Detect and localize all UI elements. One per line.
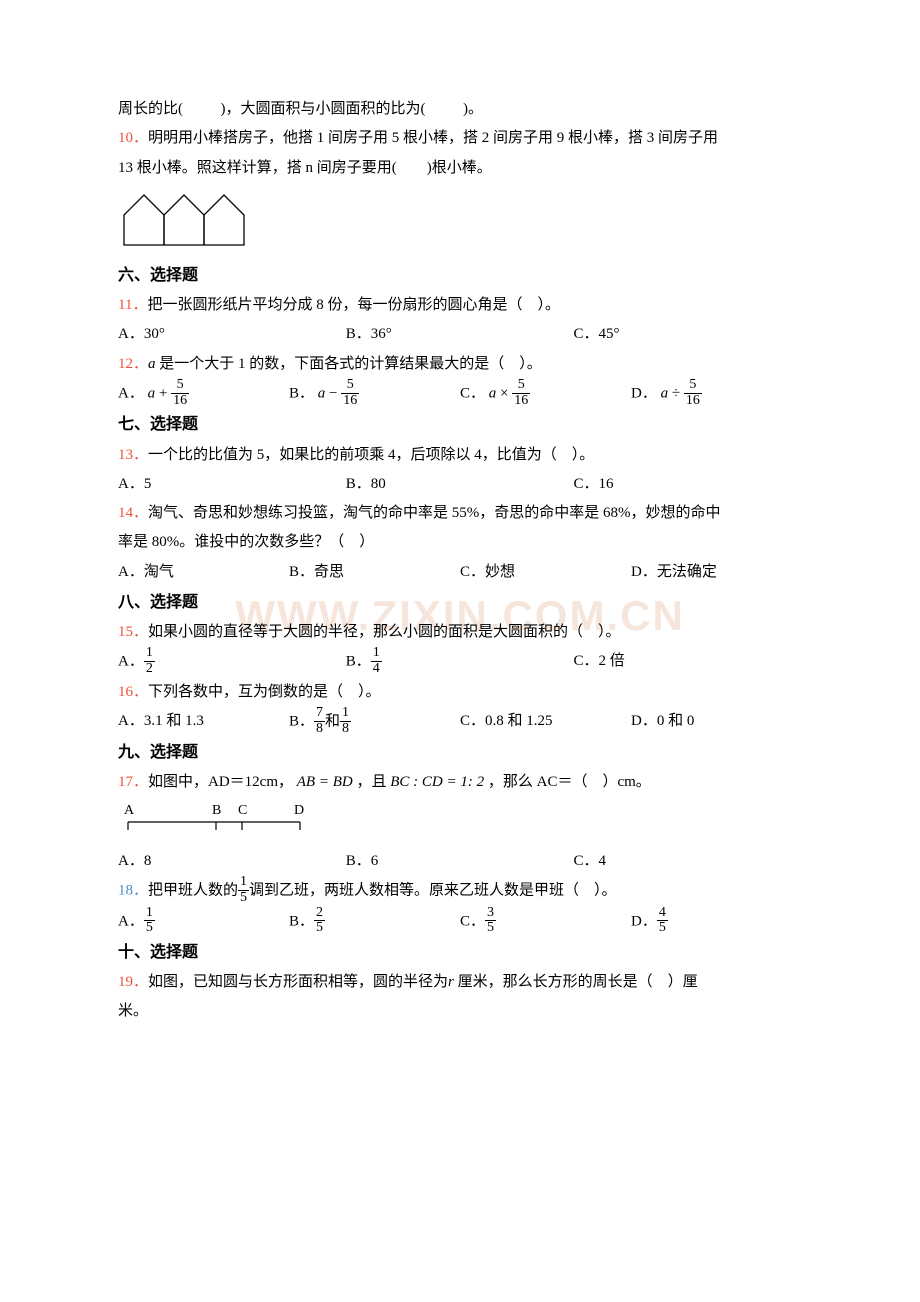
option-b: B．78和18 (289, 707, 460, 737)
q10-line2: 13 根小棒。照这样计算，搭 n 间房子要用( )根小棒。 (118, 154, 802, 183)
option-a: A．淘气 (118, 558, 289, 587)
q14-line1: 14．淘气、奇思和妙想练习投篮，淘气的命中率是 55%，奇思的命中率是 68%，… (118, 499, 802, 528)
svg-text:A: A (124, 803, 135, 818)
q19-line2: 米。 (118, 997, 802, 1026)
text: 13 根小棒。照这样计算，搭 n 间房子要用( (118, 160, 397, 176)
option-d: D． a ÷ 516 (631, 379, 802, 409)
option-b: B． a − 516 (289, 379, 460, 409)
option-c: C． a × 516 (460, 379, 631, 409)
house-diagram (118, 187, 258, 249)
option-c: C．35 (460, 907, 631, 937)
q-number: 17． (118, 774, 148, 790)
text: 如图中，AD＝12cm， (148, 774, 293, 790)
option-a: A．12 (118, 647, 346, 677)
fragment-line: 周长的比( )，大圆面积与小圆面积的比为( )。 (118, 95, 802, 124)
q-number: 19． (118, 974, 148, 990)
text: )根小棒。 (427, 160, 492, 176)
q12-options: A． a + 516 B． a − 516 C． a × 516 D． a ÷ … (118, 379, 802, 409)
text: )。 (463, 101, 483, 117)
q12-text: 12．a 是一个大于 1 的数，下面各式的计算结果最大的是（ ）。 (118, 350, 802, 379)
math-expr: BC : CD = 1: 2 (390, 774, 484, 790)
section-8-title: 八、选择题 (118, 587, 802, 618)
text: )，大圆面积与小圆面积的比为( (221, 101, 426, 117)
text: 调到乙班，两班人数相等。原来乙班人数是甲班（ ）。 (249, 883, 617, 899)
section-10-title: 十、选择题 (118, 937, 802, 968)
q17-options: A．8 B．6 C．4 (118, 847, 802, 876)
option-c: C．2 倍 (574, 647, 802, 677)
option-a: A．15 (118, 907, 289, 937)
q11-options: A．30° B．36° C．45° (118, 320, 802, 349)
text: 一个比的比值为 5，如果比的前项乘 4，后项除以 4，比值为（ ）。 (148, 447, 594, 463)
q-number: 13． (118, 447, 148, 463)
option-c: C．16 (574, 470, 802, 499)
svg-text:B: B (212, 803, 221, 818)
option-c: C．4 (574, 847, 802, 876)
text: 如果小圆的直径等于大圆的半径，那么小圆的面积是大圆面积的（ ）。 (148, 624, 621, 640)
option-d: D．0 和 0 (631, 707, 802, 737)
option-b: B．奇思 (289, 558, 460, 587)
q14-line2: 率是 80%。谁投中的次数多些？（ ） (118, 528, 802, 557)
option-a: A． a + 516 (118, 379, 289, 409)
section-7-title: 七、选择题 (118, 409, 802, 440)
q19-line1: 19．如图，已知圆与长方形面积相等，圆的半径为r 厘米，那么长方形的周长是（ ）… (118, 968, 802, 997)
q16-text: 16．下列各数中，互为倒数的是（ ）。 (118, 678, 802, 707)
option-a: A．5 (118, 470, 346, 499)
section-9-title: 九、选择题 (118, 737, 802, 768)
q-number: 12． (118, 356, 148, 372)
text: 把甲班人数的 (148, 883, 238, 899)
text: 厘米，那么长方形的周长是（ ）厘 (458, 974, 698, 990)
svg-text:C: C (238, 803, 247, 818)
q16-options: A．3.1 和 1.3 B．78和18 C．0.8 和 1.25 D．0 和 0 (118, 707, 802, 737)
q-number: 15． (118, 624, 148, 640)
text: 周长的比( (118, 101, 183, 117)
q11-text: 11．把一张圆形纸片平均分成 8 份，每一份扇形的圆心角是（ ）。 (118, 291, 802, 320)
option-c: C．45° (574, 320, 802, 349)
option-a: A．30° (118, 320, 346, 349)
q18-options: A．15 B．25 C．35 D．45 (118, 907, 802, 937)
svg-text:D: D (294, 803, 304, 818)
q18-text: 18．把甲班人数的15调到乙班，两班人数相等。原来乙班人数是甲班（ ）。 (118, 876, 802, 906)
q14-options: A．淘气 B．奇思 C．妙想 D．无法确定 (118, 558, 802, 587)
text: ，那么 AC＝（ ）cm。 (488, 774, 651, 790)
option-b: B．14 (346, 647, 574, 677)
option-a: A．8 (118, 847, 346, 876)
text: 是一个大于 1 的数，下面各式的计算结果最大的是（ ）。 (159, 356, 542, 372)
page-content: 周长的比( )，大圆面积与小圆面积的比为( )。 10．明明用小棒搭房子，他搭 … (0, 0, 920, 1067)
q17-text: 17．如图中，AD＝12cm， AB = BD ，且 BC : CD = 1: … (118, 768, 802, 797)
q10-line1: 10．明明用小棒搭房子，他搭 1 间房子用 5 根小棒，搭 2 间房子用 9 根… (118, 124, 802, 153)
q-number: 14． (118, 505, 148, 521)
text: 下列各数中，互为倒数的是（ ）。 (148, 684, 381, 700)
text: ，且 (356, 774, 386, 790)
q15-options: A．12 B．14 C．2 倍 (118, 647, 802, 677)
variable-r: r (448, 974, 454, 990)
section-6-title: 六、选择题 (118, 260, 802, 291)
q-number: 18． (118, 883, 148, 899)
option-c: C．妙想 (460, 558, 631, 587)
q-number: 11． (118, 297, 147, 313)
q13-options: A．5 B．80 C．16 (118, 470, 802, 499)
number-line-diagram: A B C D (118, 802, 308, 836)
q13-text: 13．一个比的比值为 5，如果比的前项乘 4，后项除以 4，比值为（ ）。 (118, 441, 802, 470)
text: 如图，已知圆与长方形面积相等，圆的半径为 (148, 974, 448, 990)
text: 把一张圆形纸片平均分成 8 份，每一份扇形的圆心角是（ ）。 (147, 297, 560, 313)
option-d: D．45 (631, 907, 802, 937)
option-c: C．0.8 和 1.25 (460, 707, 631, 737)
option-b: B．6 (346, 847, 574, 876)
text: 明明用小棒搭房子，他搭 1 间房子用 5 根小棒，搭 2 间房子用 9 根小棒，… (148, 130, 718, 146)
q-number: 16． (118, 684, 148, 700)
q-number: 10． (118, 130, 148, 146)
option-d: D．无法确定 (631, 558, 802, 587)
math-expr: AB = BD (297, 774, 353, 790)
q15-text: 15．如果小圆的直径等于大圆的半径，那么小圆的面积是大圆面积的（ ）。 (118, 618, 802, 647)
option-b: B．36° (346, 320, 574, 349)
option-b: B．80 (346, 470, 574, 499)
text: 淘气、奇思和妙想练习投篮，淘气的命中率是 55%，奇思的命中率是 68%，妙想的… (148, 505, 721, 521)
option-a: A．3.1 和 1.3 (118, 707, 289, 737)
option-b: B．25 (289, 907, 460, 937)
